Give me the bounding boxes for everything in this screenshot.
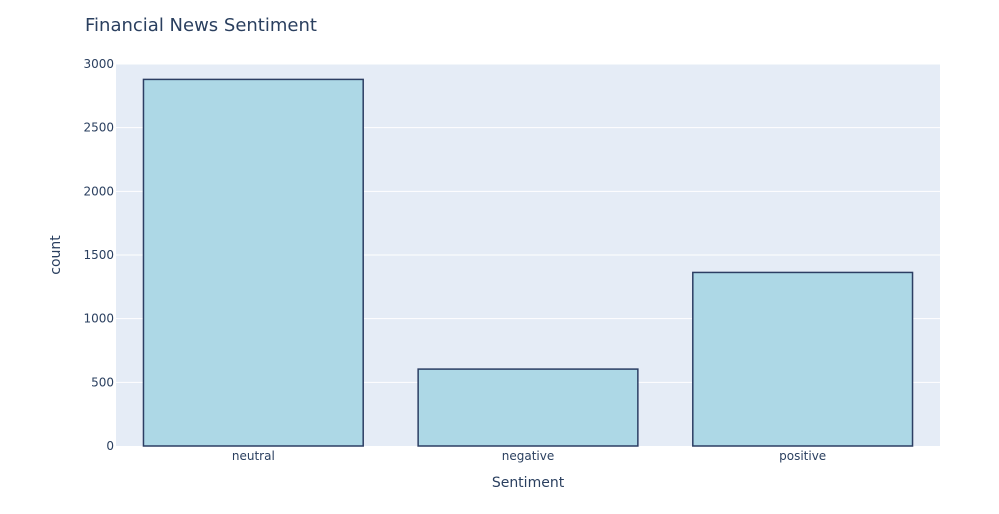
y-tick-label: 1500 [83, 248, 114, 262]
y-tick-label: 3000 [83, 57, 114, 71]
y-tick-label: 1000 [83, 312, 114, 326]
bar-negative[interactable] [417, 368, 639, 447]
y-axis-title: count [48, 235, 64, 275]
bar-positive[interactable] [692, 271, 914, 447]
y-tick-labels: 0 500 1000 1500 2000 2500 3000 [83, 57, 114, 453]
y-tick-label: 0 [106, 439, 114, 453]
y-tick-label: 500 [91, 375, 114, 389]
x-axis-title: Sentiment [492, 475, 565, 491]
bar-neutral[interactable] [142, 78, 364, 447]
x-tick-labels: neutral negative positive [232, 449, 826, 463]
y-tick-label: 2000 [83, 184, 114, 198]
x-tick-label-neutral: neutral [232, 449, 275, 463]
y-tick-label: 2500 [83, 121, 114, 135]
chart-title: Financial News Sentiment [85, 15, 317, 36]
bars [142, 78, 914, 447]
x-tick-label-positive: positive [779, 449, 826, 463]
x-tick-label-negative: negative [502, 449, 554, 463]
